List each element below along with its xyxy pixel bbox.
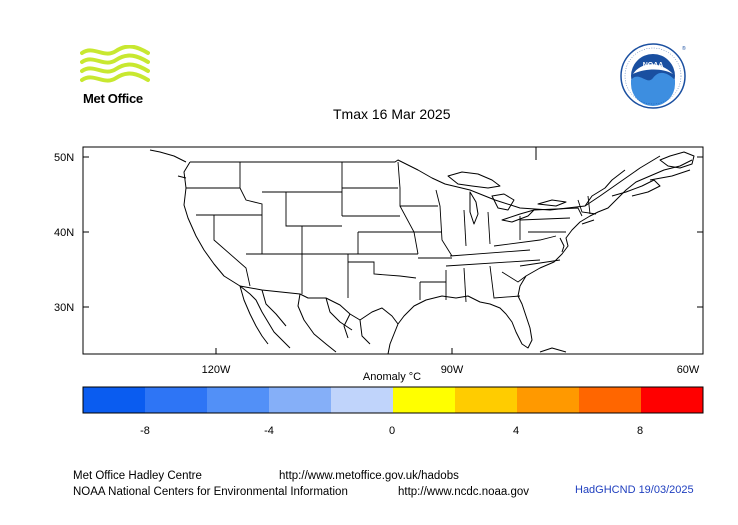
lake-ontario: [537, 199, 567, 207]
noaa-seal-text: NOAA: [643, 62, 664, 69]
footer-metoffice-url[interactable]: http://www.metoffice.gov.uk/hadobs: [279, 470, 459, 482]
colorbar: [83, 387, 703, 413]
west-coast: [183, 161, 291, 349]
lat-label-30n: 30N: [54, 302, 74, 314]
lat-label-50n: 50N: [54, 152, 74, 164]
colorbar-segment: [207, 387, 269, 413]
lake-michigan: [469, 191, 479, 225]
lat-ticks: [83, 156, 703, 354]
gulf-coast: [397, 295, 533, 349]
lon-label-60w: 60W: [677, 364, 700, 376]
colorbar-segment: [331, 387, 393, 413]
lake-superior: [447, 171, 501, 189]
colorbar-tick: 0: [389, 425, 395, 437]
svg-text:®: ®: [682, 45, 686, 52]
colorbar-tick: -8: [140, 425, 150, 437]
colorbar-segment: [579, 387, 641, 413]
colorbar-frame: [82, 386, 704, 414]
footer-dataset-stamp: HadGHCND 19/03/2025: [575, 484, 694, 496]
colorbar-segment: [641, 387, 703, 413]
colorbar-segment: [393, 387, 455, 413]
map-frame: [82, 146, 704, 355]
map-title: Tmax 16 Mar 2025: [333, 106, 451, 122]
colorbar-label: Anomaly °C: [363, 371, 421, 383]
footer-ncei: NOAA National Centers for Environmental …: [73, 486, 348, 498]
lon-label-90w: 90W: [441, 364, 464, 376]
state-borders: [186, 161, 597, 303]
coastlines-and-borders: [149, 147, 695, 355]
colorbar-segment: [455, 387, 517, 413]
footer-hadley-centre: Met Office Hadley Centre: [73, 470, 202, 482]
lake-erie: [501, 209, 535, 223]
colorbar-segment: [83, 387, 145, 413]
noaa-logo: NOAA ®: [619, 42, 689, 112]
lat-label-40n: 40N: [54, 227, 74, 239]
colorbar-tick: 4: [513, 425, 519, 437]
lake-huron: [491, 193, 515, 211]
colorbar-segment: [517, 387, 579, 413]
colorbar-segment: [269, 387, 331, 413]
colorbar-tick: -4: [264, 425, 274, 437]
met-office-logo-text: Met Office: [83, 91, 143, 106]
met-office-wave-icon: [80, 44, 150, 83]
canada-border: [190, 159, 626, 211]
noaa-seal-icon: NOAA ®: [620, 43, 686, 109]
met-office-logo: Met Office: [80, 44, 155, 110]
colorbar-tick: 8: [637, 425, 643, 437]
colorbar-segment: [145, 387, 207, 413]
east-coast: [517, 159, 693, 297]
footer-ncdc-url[interactable]: http://www.ncdc.noaa.gov: [398, 486, 530, 498]
lon-label-120w: 120W: [202, 364, 231, 376]
